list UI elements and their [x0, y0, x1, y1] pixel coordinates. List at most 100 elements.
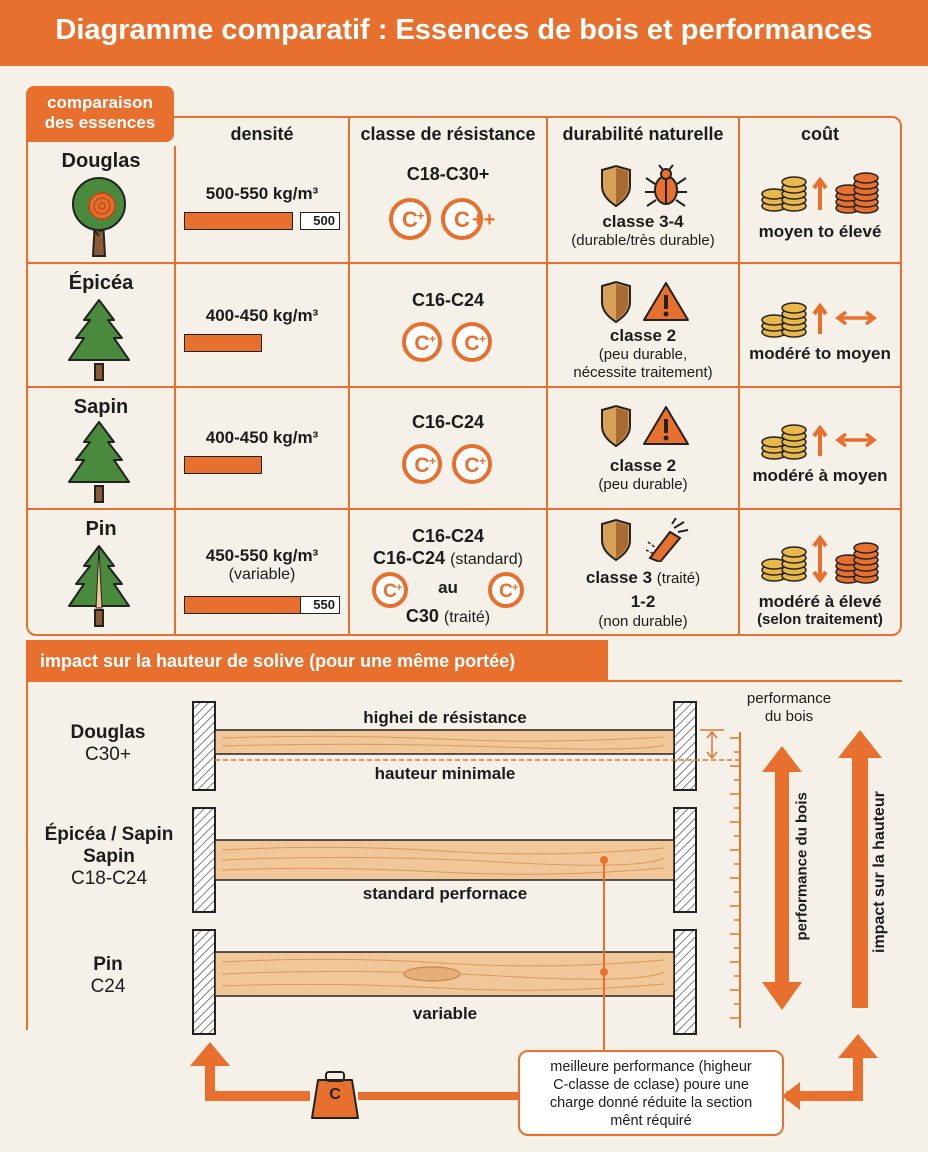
beam2-bottom-label: standard perfornace — [362, 884, 528, 903]
class-pin-line2-value: C16-C24 — [373, 548, 446, 568]
row-divider — [28, 262, 900, 264]
density-bar — [184, 212, 293, 230]
beam1-top-label: highei de résistance — [363, 708, 527, 727]
performance-note-box: meilleure performance (higheur C-classe … — [518, 1050, 784, 1136]
row-name-pin: Pin — [85, 518, 117, 540]
durability-pin-main: classe 3 — [585, 568, 653, 587]
durability-epicea: classe 2 — [609, 326, 677, 345]
density-bar-value: 550 — [300, 596, 340, 614]
col-divider — [348, 118, 350, 634]
class-badge-icon: C + — [488, 572, 524, 608]
row-name-epicea: Épicéa — [68, 272, 134, 294]
durability-douglas: classe 3-4 — [602, 212, 684, 231]
header-banner: Diagramme comparatif : Essences de bois … — [0, 0, 928, 66]
conifer-tree-icon — [68, 421, 130, 503]
durability-epicea-sub2: nécessite traitement) — [573, 364, 713, 381]
impact-label-douglas: Douglas C30+ — [40, 722, 176, 766]
durability-sapin-sub: (peu durable) — [598, 476, 688, 493]
svg-text:C: C — [414, 454, 429, 477]
note-line: mênt réquiré — [610, 1113, 692, 1129]
row-name-douglas: Douglas — [61, 150, 141, 172]
row-divider — [28, 386, 900, 388]
impact-label-douglas-name: Douglas — [70, 722, 146, 743]
class-pin-last-sub: (traité) — [443, 609, 491, 626]
col-header-cost: coût — [801, 124, 839, 144]
impact-label-epicea: Épicéa / Sapin Sapin C18-C24 — [28, 824, 190, 890]
shield-warning-icon — [601, 404, 689, 448]
beam1-bottom-label: hauteur minimale — [374, 764, 516, 783]
svg-text:+: + — [479, 332, 486, 346]
col-divider — [174, 146, 176, 634]
cost-coins-up-icon — [761, 172, 879, 214]
class-badge-icon: C + C + — [402, 444, 492, 484]
impact-label-epicea-name2: Sapin — [83, 846, 135, 867]
note-line: C-classe de cclase) poure une — [553, 1077, 749, 1093]
impact-label-epicea-class: C18-C24 — [70, 868, 148, 889]
svg-text:+: + — [429, 454, 436, 468]
performance-label-line1: performance — [746, 690, 832, 707]
durability-pin-main2: 1-2 — [630, 592, 656, 611]
cost-coins-stable-icon — [761, 424, 877, 460]
svg-text:C: C — [454, 207, 470, 232]
shield-beetle-icon — [601, 164, 687, 208]
impact-vertical-label: impact sur la hauteur — [871, 791, 888, 953]
svg-text:+: + — [417, 208, 425, 223]
class-sapin: C16-C24 — [411, 412, 485, 432]
class-badge-icon: C + C ++ — [389, 198, 495, 240]
svg-text:+: + — [396, 582, 402, 594]
cost-coins-variable-icon — [761, 534, 879, 584]
svg-text:+: + — [479, 454, 486, 468]
density-douglas: 500-550 kg/m³ — [205, 184, 319, 203]
density-epicea: 400-450 kg/m³ — [205, 306, 319, 325]
cost-pin-sub: (selon traitement) — [757, 611, 883, 628]
weight-letter: C — [329, 1086, 341, 1103]
svg-text:C: C — [402, 207, 418, 232]
performance-label-line2: du bois — [764, 708, 814, 725]
density-pin-value: 450-550 kg/m³ — [205, 546, 319, 565]
impact-label-douglas-class: C30+ — [85, 744, 131, 765]
deciduous-tree-icon — [72, 177, 126, 257]
durability-sapin: classe 2 — [609, 456, 677, 475]
svg-text:++: ++ — [472, 209, 495, 231]
joist-diagram — [190, 701, 882, 1119]
durability-douglas-sub: (durable/très durable) — [571, 232, 715, 249]
svg-text:+: + — [429, 332, 436, 346]
class-pin-last: C30 (traité) — [350, 606, 546, 627]
durability-pin-main-sub: (traité) — [656, 570, 701, 587]
row-name-sapin: Sapin — [73, 396, 129, 418]
shield-treatment-icon — [601, 518, 689, 562]
svg-text:C: C — [464, 454, 479, 477]
col-divider — [546, 118, 548, 634]
col-header-class: classe de résistance — [360, 124, 536, 144]
section-rule — [28, 680, 902, 682]
svg-text:+: + — [512, 582, 518, 594]
cost-sapin: modéré à moyen — [752, 466, 888, 485]
table-tag-line1: comparaison — [47, 93, 153, 112]
density-pin-sub: (variable) — [228, 566, 296, 583]
svg-text:C: C — [499, 581, 513, 602]
impact-label-pin-name: Pin — [93, 954, 123, 975]
pine-tree-icon — [68, 545, 130, 627]
table-tag: comparaison des essences — [26, 86, 174, 142]
density-bar — [184, 456, 262, 474]
comparison-table-frame — [26, 116, 902, 636]
performance-vertical-label: performance du bois — [793, 792, 811, 941]
density-bar-value: 500 — [300, 212, 340, 230]
col-header-durability: durabilité naturelle — [562, 124, 724, 144]
cost-epicea: modéré to moyen — [749, 344, 891, 363]
durability-pin: classe 3 (traité) — [548, 568, 738, 588]
impact-section-title: impact sur la hauteur de solive (pour un… — [26, 640, 608, 682]
class-douglas: C18-C30+ — [406, 164, 490, 184]
durability-pin-sub: (non durable) — [598, 613, 688, 630]
class-epicea: C16-C24 — [411, 290, 485, 310]
cost-coins-stable-icon — [761, 302, 877, 338]
col-header-density: densité — [230, 124, 294, 144]
class-pin-line2: C16-C24 (standard) — [350, 548, 546, 569]
impact-label-pin-class: C24 — [90, 976, 126, 997]
row-divider — [28, 508, 900, 510]
impact-label-pin: Pin C24 — [40, 954, 176, 998]
class-pin-line2-sub: (standard) — [450, 551, 523, 568]
page-title: Diagramme comparatif : Essences de bois … — [55, 14, 873, 46]
class-badge-icon: C + — [372, 572, 408, 608]
cost-douglas: moyen to élevé — [758, 222, 882, 241]
